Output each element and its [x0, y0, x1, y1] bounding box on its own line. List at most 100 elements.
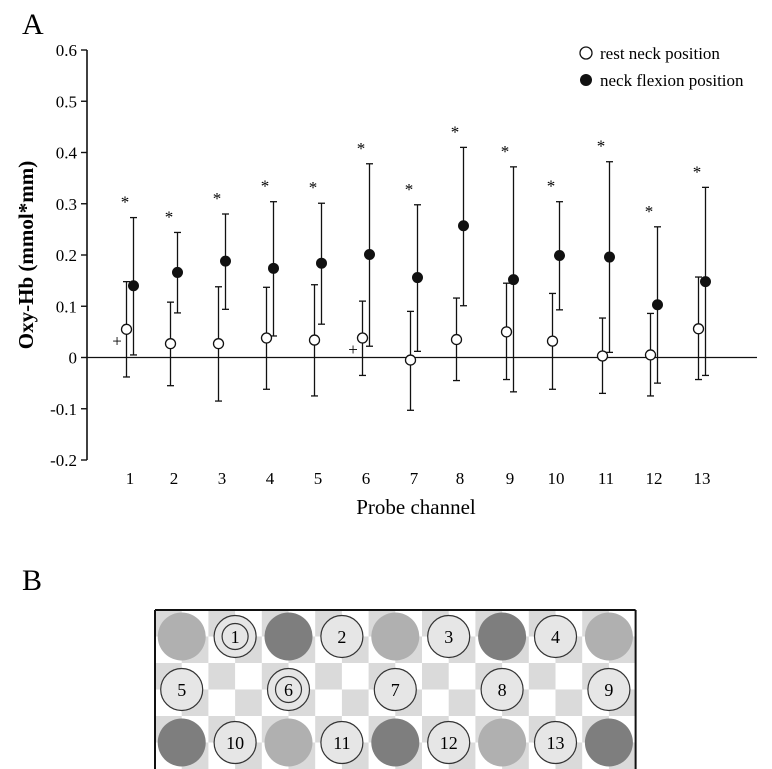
significance-asterisk: * — [645, 202, 654, 221]
probe-light-circle — [371, 612, 420, 661]
channel-number: 10 — [226, 733, 244, 753]
significance-asterisk: * — [357, 139, 366, 158]
y-tick-label: -0.1 — [50, 400, 77, 419]
flexion-point — [172, 266, 183, 278]
channel-circle — [320, 720, 364, 765]
x-tick-label: 6 — [362, 469, 371, 488]
significance-asterisk: * — [451, 122, 460, 141]
flexion-point — [268, 262, 279, 274]
flexion-point — [316, 257, 327, 269]
channel-circle — [427, 720, 471, 765]
y-tick-label: 0 — [69, 349, 78, 368]
y-tick-label: 0.3 — [56, 195, 77, 214]
x-tick-label: 10 — [548, 469, 565, 488]
probe-light-circle — [157, 612, 206, 661]
flexion-point — [700, 276, 711, 288]
x-tick-label: 12 — [646, 469, 663, 488]
x-tick-label: 1 — [126, 469, 135, 488]
y-tick-label: 0.6 — [56, 41, 77, 60]
x-tick-label: 9 — [506, 469, 515, 488]
channel-circle — [213, 614, 257, 659]
significance-asterisk: * — [213, 189, 222, 208]
x-tick-label: 7 — [410, 469, 419, 488]
x-tick-label: 8 — [456, 469, 465, 488]
significance-asterisk: * — [501, 142, 510, 161]
rest-point — [644, 349, 657, 361]
rest-point — [500, 326, 513, 338]
flexion-point — [508, 274, 519, 286]
channel-circle — [533, 614, 578, 659]
x-tick-label: 3 — [218, 469, 227, 488]
channel-inner-ring — [221, 622, 249, 651]
plus-marker: + — [348, 340, 358, 359]
channel-circle — [160, 667, 204, 712]
channel-number: 8 — [498, 680, 507, 700]
channel-circle — [427, 614, 471, 659]
channel-number: 7 — [391, 680, 400, 700]
channel-circle — [480, 667, 524, 712]
channel-number: 9 — [604, 680, 613, 700]
rest-point — [404, 354, 417, 366]
probe-dark-circle — [264, 612, 313, 661]
flexion-point — [128, 280, 139, 292]
checker-square — [341, 689, 369, 716]
y-tick-label: 0.5 — [56, 92, 77, 111]
channel-circle — [320, 614, 364, 659]
probe-dark-circle — [584, 718, 633, 767]
y-tick-label: -0.2 — [50, 451, 77, 470]
checker-square — [448, 689, 476, 716]
rest-point — [260, 332, 273, 344]
probe-layout-diagram: 1 2 3 45 6 7 8 910 11 12 13 — [154, 609, 637, 769]
checker-square — [422, 663, 449, 690]
x-tick-label: 2 — [170, 469, 179, 488]
checker-square — [235, 689, 262, 716]
flexion-point — [412, 272, 423, 284]
legend-rest-label: rest neck position — [600, 44, 720, 63]
checker-square — [315, 663, 342, 690]
rest-point — [450, 333, 463, 346]
rest-point — [356, 332, 369, 344]
flexion-point — [554, 250, 565, 262]
flexion-point — [604, 251, 615, 263]
checker-square — [208, 663, 236, 690]
legend: rest neck position neck flexion position — [579, 44, 744, 90]
checker-square — [528, 663, 556, 690]
channel-number: 2 — [337, 627, 346, 647]
legend-flexion-label: neck flexion position — [600, 71, 744, 90]
rest-point — [596, 350, 609, 362]
flexion-point — [220, 255, 231, 267]
probe-dark-circle — [371, 718, 420, 767]
channel-inner-ring — [274, 675, 303, 704]
channel-circle — [213, 720, 257, 765]
y-axis-label: Oxy-Hb (mmol*mm) — [14, 161, 38, 349]
plus-marker: + — [112, 331, 122, 350]
channel-number: 12 — [440, 733, 458, 753]
rest-point — [164, 338, 177, 350]
channel-number: 1 — [231, 627, 240, 647]
x-tick-label: 4 — [266, 469, 275, 488]
probe-dark-circle — [157, 718, 206, 767]
significance-asterisk: * — [547, 177, 556, 196]
flexion-point — [364, 248, 375, 260]
legend-rest-marker — [579, 46, 593, 60]
significance-asterisk: * — [597, 137, 606, 156]
channel-circle — [266, 667, 311, 712]
rest-point — [308, 334, 321, 346]
significance-asterisk: * — [309, 178, 318, 197]
channel-number: 4 — [551, 627, 560, 647]
rest-point — [692, 323, 705, 335]
x-tick-label: 11 — [598, 469, 614, 488]
probe-light-circle — [584, 612, 633, 661]
channel-circle — [533, 720, 578, 765]
rest-point — [120, 323, 133, 335]
channel-number: 13 — [547, 733, 565, 753]
rest-point — [546, 335, 559, 347]
significance-asterisk: * — [165, 207, 174, 226]
channel-circle — [587, 667, 631, 712]
panel-a-label: A — [22, 8, 44, 41]
x-axis-label: Probe channel — [356, 495, 476, 519]
channel-number: 11 — [333, 733, 350, 753]
panel-b-label: B — [22, 564, 42, 597]
y-tick-label: 0.1 — [56, 297, 77, 316]
probe-light-circle — [478, 718, 527, 767]
